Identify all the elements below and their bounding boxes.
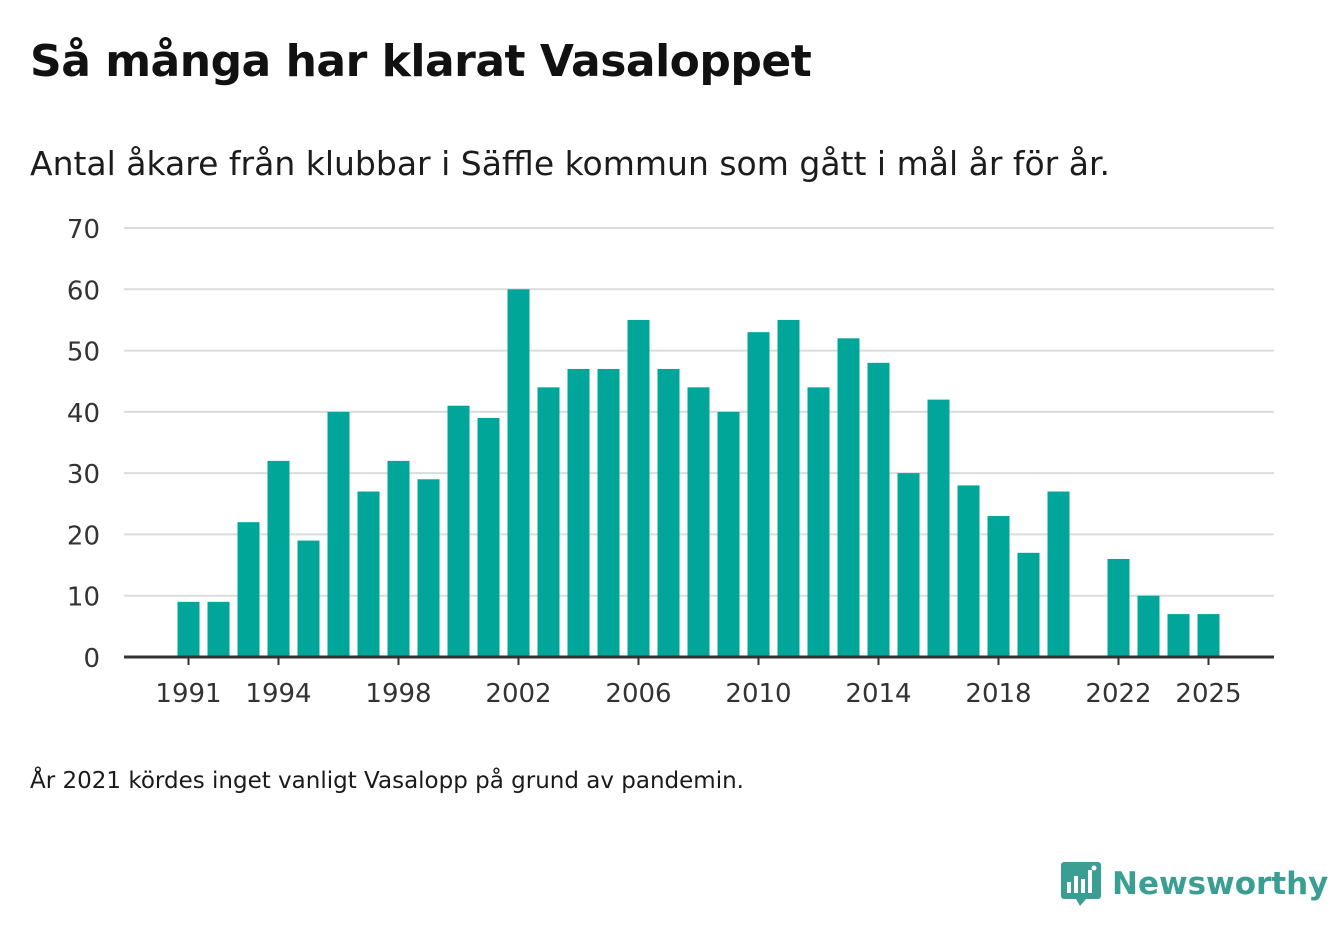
x-tick-label-2014: 2014 <box>845 679 911 709</box>
bar-2001[interactable] <box>477 417 500 657</box>
bar-2005[interactable] <box>597 368 620 657</box>
bar-1997[interactable] <box>357 491 380 657</box>
x-tick-label-1998: 1998 <box>365 679 431 709</box>
y-tick-label-60: 60 <box>67 276 100 306</box>
bar-2018[interactable] <box>987 516 1010 657</box>
chart-title: Så många har klarat Vasaloppet <box>30 36 812 87</box>
bar-2012[interactable] <box>807 387 830 657</box>
x-tick-label-2022: 2022 <box>1085 679 1151 709</box>
y-tick-label-40: 40 <box>67 399 100 429</box>
bar-2015[interactable] <box>897 473 920 657</box>
bar-2008[interactable] <box>687 387 710 657</box>
y-tick-label-0: 0 <box>83 644 100 674</box>
x-tick-label-1991: 1991 <box>155 679 221 709</box>
bar-2003[interactable] <box>537 387 560 657</box>
bar-2002[interactable] <box>507 289 530 657</box>
bar-2023[interactable] <box>1137 595 1160 657</box>
y-tick-label-70: 70 <box>67 215 100 245</box>
bar-2020[interactable] <box>1047 491 1070 657</box>
y-tick-label-20: 20 <box>67 521 100 551</box>
bars <box>177 289 1220 657</box>
footnote: År 2021 kördes inget vanligt Vasalopp på… <box>30 768 744 794</box>
chart-subtitle: Antal åkare från klubbar i Säffle kommun… <box>30 144 1110 183</box>
bar-1992[interactable] <box>207 601 230 657</box>
bar-2006[interactable] <box>627 319 650 657</box>
y-tick-label-50: 50 <box>67 338 100 368</box>
newsworthy-logo[interactable]: Newsworthy <box>1060 860 1328 908</box>
x-tick-label-2025: 2025 <box>1175 679 1241 709</box>
bar-2010[interactable] <box>747 332 770 657</box>
bar-2004[interactable] <box>567 368 590 657</box>
x-tick-label-1994: 1994 <box>245 679 311 709</box>
bar-2014[interactable] <box>867 362 890 657</box>
x-tick-label-2010: 2010 <box>725 679 791 709</box>
x-tick-label-2006: 2006 <box>605 679 671 709</box>
bar-2016[interactable] <box>927 399 950 657</box>
bar-1996[interactable] <box>327 411 350 657</box>
bar-2022[interactable] <box>1107 558 1130 657</box>
bar-2017[interactable] <box>957 485 980 657</box>
bar-1993[interactable] <box>237 522 260 657</box>
bar-2009[interactable] <box>717 411 740 657</box>
bar-1998[interactable] <box>387 460 410 657</box>
x-axis-ticks: 1991 1994 1998 2002 2006 2010 2014 2018 2022 2025 <box>155 657 1242 709</box>
bar-2000[interactable] <box>447 405 470 657</box>
bar-2007[interactable] <box>657 368 680 657</box>
bar-2019[interactable] <box>1017 552 1040 657</box>
bar-2024[interactable] <box>1167 614 1190 657</box>
brand-name: Newsworthy <box>1112 866 1329 902</box>
y-tick-label-10: 10 <box>67 583 100 613</box>
chart-logo-icon <box>1061 862 1101 906</box>
x-tick-label-2018: 2018 <box>965 679 1031 709</box>
bar-1991[interactable] <box>177 601 200 657</box>
bar-chart: 0 10 20 30 40 50 60 70 1991 1994 1998 2002 2006 2010… <box>67 215 1274 709</box>
bar-1995[interactable] <box>297 540 320 657</box>
bar-1994[interactable] <box>267 460 290 657</box>
bar-2025[interactable] <box>1197 614 1220 657</box>
bar-2011[interactable] <box>777 319 800 657</box>
bar-1999[interactable] <box>417 479 440 657</box>
y-axis-ticks: 0 10 20 30 40 50 60 70 <box>67 215 100 674</box>
x-tick-label-2002: 2002 <box>485 679 551 709</box>
y-tick-label-30: 30 <box>67 460 100 490</box>
bar-2013[interactable] <box>837 338 860 657</box>
